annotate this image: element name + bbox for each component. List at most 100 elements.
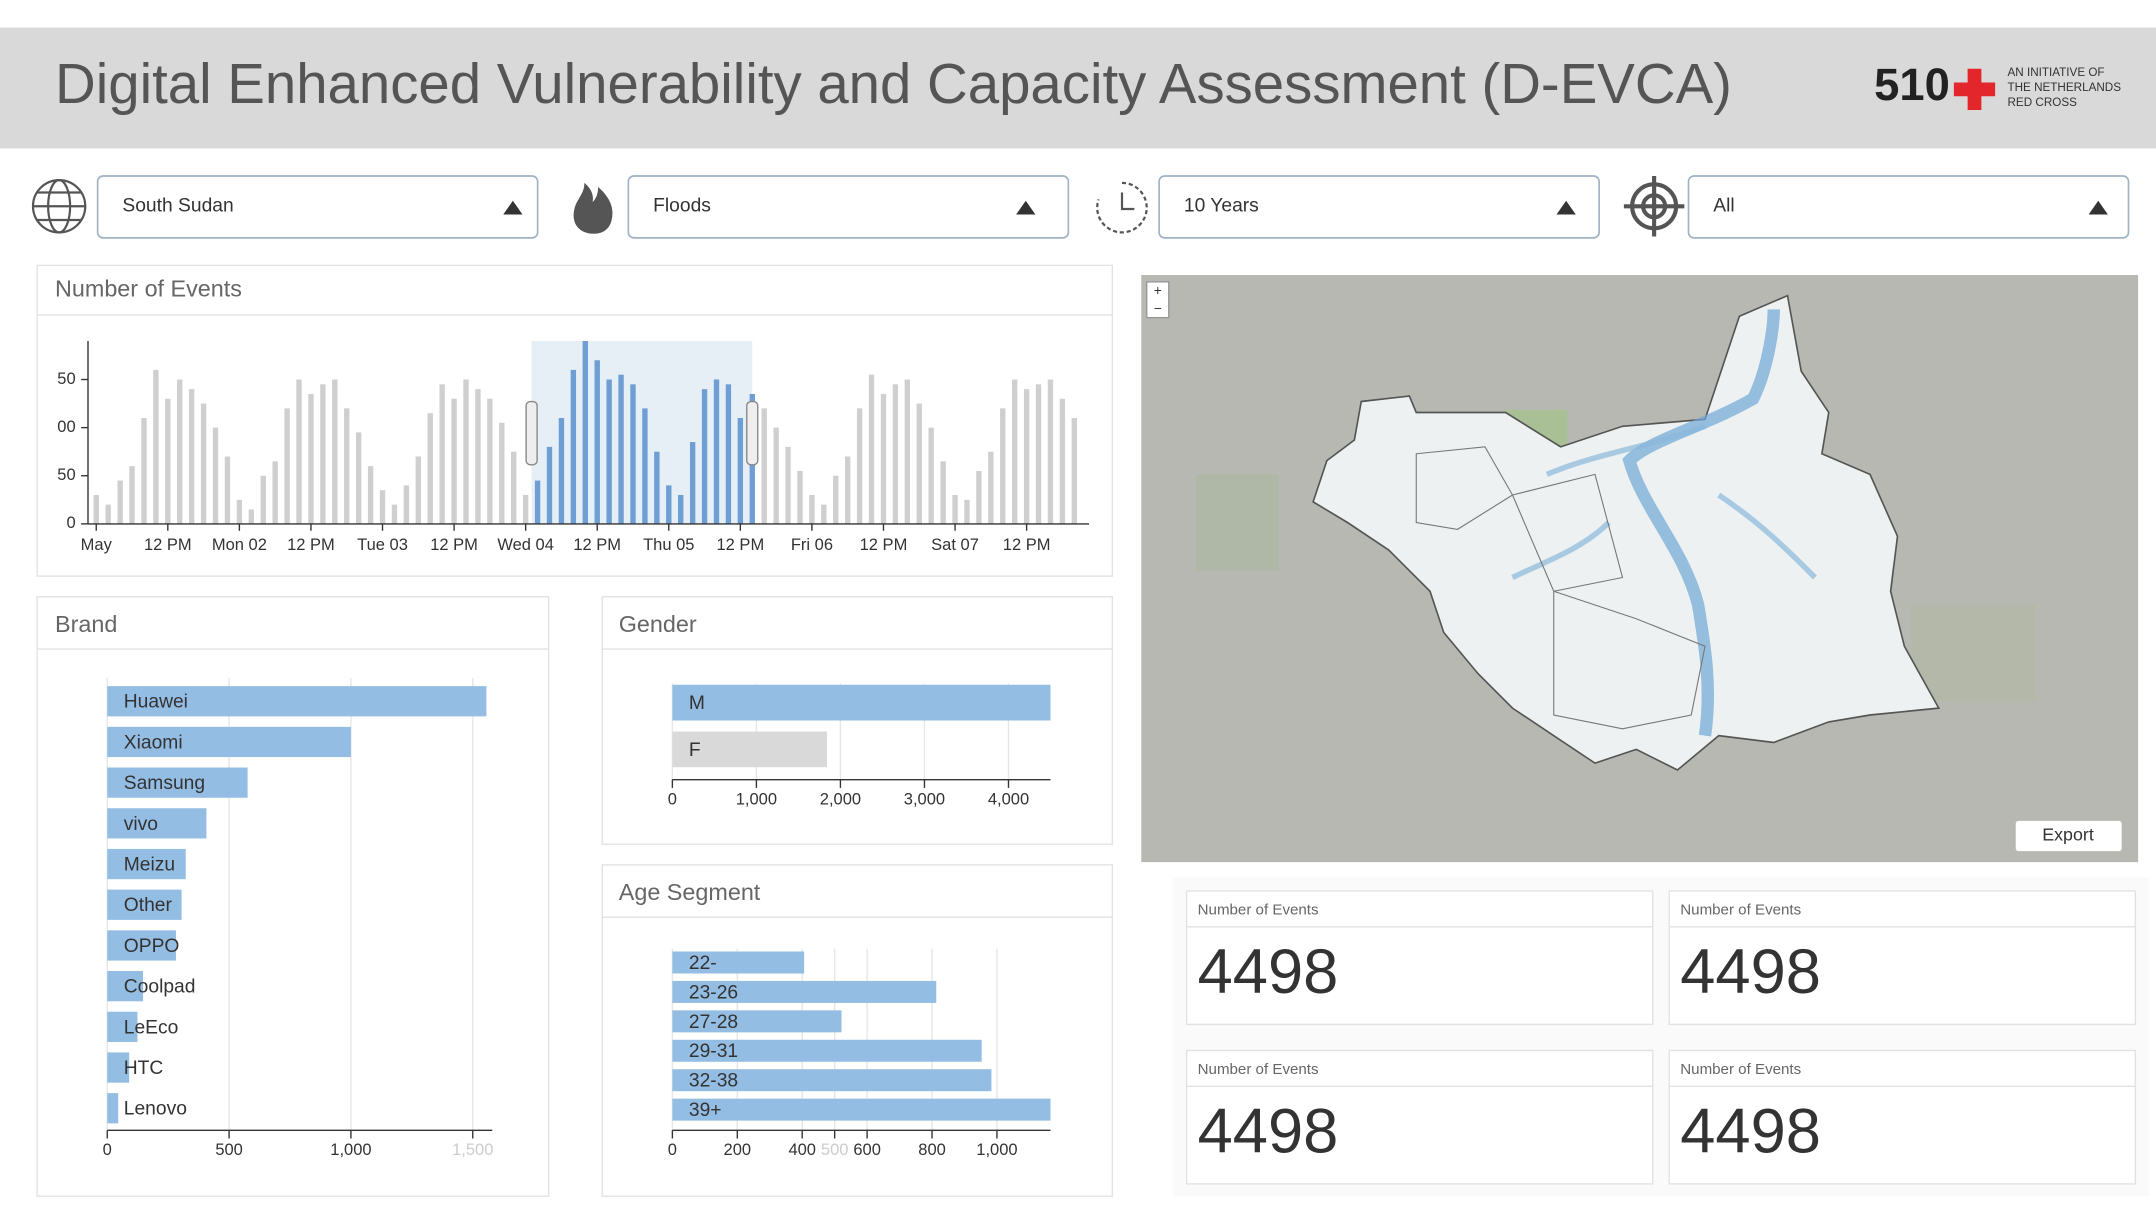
bar (107, 1052, 130, 1083)
bar-label: 23-26 (689, 982, 738, 1003)
kpi-value: 4498 (1680, 937, 1821, 1007)
x-tick-label: 500 (215, 1141, 243, 1159)
zoom-in[interactable]: + (1154, 283, 1162, 298)
brush-handle[interactable] (525, 400, 538, 466)
x-tick-label: 500 (821, 1141, 849, 1159)
bar (105, 504, 111, 524)
dropdown-box[interactable] (627, 175, 1070, 239)
bar (845, 456, 851, 524)
bar (451, 398, 457, 524)
dropdown-box[interactable] (1158, 175, 1600, 239)
map[interactable]: + − Export (1141, 275, 2139, 863)
bar (107, 848, 186, 880)
x-tick-label: Tue 03 (357, 536, 408, 554)
dropdown-box[interactable] (1687, 175, 2130, 239)
x-tick-label: 12 PM (144, 536, 192, 554)
map-landcover (1196, 474, 1279, 571)
bar (534, 480, 541, 524)
bar (689, 442, 696, 524)
bar (1071, 418, 1078, 524)
bar (320, 384, 326, 524)
bar (129, 466, 135, 524)
x-tick-label: 2,000 (820, 791, 861, 809)
dropdown[interactable]: Floods (627, 175, 1070, 239)
export-label[interactable]: Export (2042, 825, 2094, 845)
panel-title: Gender (619, 611, 697, 637)
dropdown-value[interactable]: South Sudan (122, 195, 233, 216)
y-tick-label: 50 (57, 466, 75, 484)
kpi-label: Number of Events (1680, 1061, 1801, 1078)
tagline: RED CROSS (2008, 96, 2078, 109)
bar (1012, 379, 1018, 524)
kpi-card (1668, 1049, 2137, 1185)
x-tick-label: 4,000 (988, 791, 1029, 809)
bar (1035, 384, 1042, 524)
bar (582, 341, 588, 524)
tagline: THE NETHERLANDS (2008, 81, 2122, 94)
bar (391, 504, 398, 524)
bar (177, 379, 183, 524)
kpi-label: Number of Events (1198, 1061, 1319, 1078)
bar (672, 1039, 982, 1062)
bar-label: vivo (124, 814, 158, 835)
x-tick-label: 0 (668, 1141, 677, 1159)
x-tick-label: 12 PM (430, 536, 478, 554)
bar (141, 418, 147, 524)
bar (809, 495, 815, 524)
dropdown-value[interactable]: 10 Years (1184, 195, 1259, 216)
x-tick-label: 12 PM (287, 536, 335, 554)
dropdown-value[interactable]: All (1713, 195, 1734, 216)
bar (856, 408, 863, 524)
dropdown-arrow[interactable] (1556, 200, 1576, 215)
state-borders (1415, 446, 1706, 730)
bar (344, 408, 350, 524)
dropdown-box[interactable] (96, 175, 539, 239)
dropdown[interactable]: All (1687, 175, 2130, 239)
bar (236, 499, 243, 524)
dropdown-value[interactable]: Floods (653, 195, 711, 216)
bar (713, 379, 720, 524)
dropdown-arrow[interactable] (1016, 200, 1036, 215)
x-tick-label: May (81, 536, 113, 554)
dropdown-arrow[interactable] (2088, 200, 2108, 215)
bar (367, 466, 374, 524)
bar (224, 456, 231, 524)
dropdown[interactable]: 10 Years (1158, 175, 1600, 239)
bar (642, 408, 648, 524)
x-tick-label: 12 PM (717, 536, 765, 554)
river (1622, 309, 1780, 737)
kpi-label: Number of Events (1680, 901, 1801, 918)
globe-icon (31, 179, 87, 234)
bar (594, 360, 600, 524)
bar (988, 451, 994, 524)
bar (284, 408, 290, 524)
bar (272, 461, 278, 524)
dropdown[interactable]: South Sudan (96, 175, 539, 239)
zoom-out[interactable]: − (1154, 301, 1162, 316)
target-icon (1623, 176, 1685, 237)
bar (785, 446, 791, 524)
bar-label: Samsung (124, 773, 205, 794)
bar (761, 408, 767, 524)
bar (952, 495, 958, 524)
bar (427, 413, 433, 524)
bar (672, 684, 1051, 721)
bar (606, 379, 612, 524)
bar-label: 27-28 (689, 1012, 738, 1033)
zoom-control[interactable] (1146, 281, 1170, 319)
kpi-label: Number of Events (1198, 901, 1319, 918)
bar (630, 384, 636, 524)
bar (904, 379, 911, 524)
bar-label: HTC (124, 1058, 164, 1079)
bar (107, 808, 207, 839)
y-tick-label: 50 (57, 370, 75, 388)
export-button[interactable] (2015, 820, 2122, 852)
x-tick-label: 3,000 (904, 791, 945, 809)
header-bar (0, 27, 2156, 149)
bar (880, 393, 887, 524)
brush-handle[interactable] (746, 400, 759, 466)
bar (93, 495, 99, 524)
dropdown-arrow[interactable] (503, 200, 523, 215)
x-tick-label: 200 (724, 1141, 752, 1159)
